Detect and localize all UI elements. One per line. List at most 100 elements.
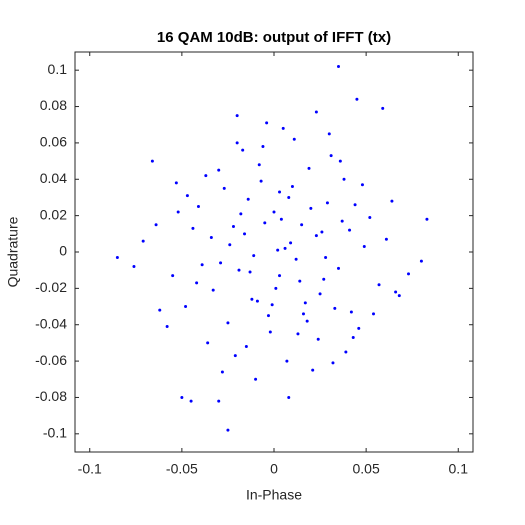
point — [217, 168, 221, 172]
point — [287, 195, 291, 199]
y-tick-label: 0.1 — [48, 61, 68, 77]
plot-area — [74, 51, 474, 453]
point — [270, 303, 274, 307]
point — [289, 241, 293, 245]
point — [231, 225, 235, 229]
x-tick-label: 0 — [270, 461, 278, 477]
x-axis-label: In-Phase — [246, 487, 302, 503]
point — [176, 210, 180, 214]
x-tick-label: 0.05 — [353, 461, 380, 477]
point — [158, 308, 162, 312]
point — [372, 312, 375, 316]
point — [322, 277, 326, 281]
point — [316, 337, 320, 341]
point — [237, 268, 241, 272]
point — [333, 306, 337, 310]
point — [206, 341, 210, 345]
point — [301, 312, 305, 316]
point — [390, 199, 394, 203]
point — [336, 65, 340, 69]
point — [272, 210, 276, 214]
point — [274, 286, 278, 290]
point — [222, 186, 226, 190]
x-tick-label: 0.1 — [449, 461, 469, 477]
point — [165, 325, 169, 329]
y-tick-label: 0 — [59, 243, 67, 259]
point — [191, 226, 195, 230]
point — [115, 255, 119, 259]
y-tick-label: 0.04 — [40, 170, 67, 186]
point — [211, 288, 215, 292]
chart-title: 16 QAM 10dB: output of IFFT (tx) — [157, 29, 391, 46]
y-tick-label: -0.1 — [43, 425, 67, 441]
point — [324, 255, 328, 259]
point — [340, 219, 344, 223]
point — [305, 319, 309, 323]
point — [314, 110, 318, 114]
point — [244, 345, 248, 349]
point — [384, 237, 388, 241]
point — [189, 399, 193, 403]
point — [397, 294, 401, 298]
y-tick-label: -0.04 — [35, 315, 67, 331]
point — [171, 274, 175, 278]
point — [265, 121, 269, 125]
point — [228, 243, 232, 247]
point — [425, 217, 429, 221]
point — [294, 257, 298, 261]
point — [336, 266, 340, 270]
y-axis-label: Quadrature — [5, 216, 21, 287]
point — [268, 330, 272, 334]
point — [209, 235, 213, 239]
point — [325, 201, 329, 205]
y-tick-label: -0.02 — [35, 279, 67, 295]
x-tick-label: -0.05 — [166, 461, 198, 477]
point — [292, 137, 296, 141]
point — [342, 177, 346, 181]
point — [320, 230, 324, 234]
point — [250, 297, 254, 301]
point — [331, 361, 335, 365]
point — [362, 245, 366, 249]
point — [226, 428, 230, 432]
point — [276, 248, 280, 252]
point — [263, 221, 267, 225]
point — [185, 194, 189, 198]
point — [348, 228, 352, 232]
point — [180, 395, 184, 399]
point — [355, 97, 359, 101]
point — [220, 370, 224, 374]
point — [241, 148, 245, 152]
point — [296, 332, 300, 336]
y-tick-label: -0.08 — [35, 388, 67, 404]
point — [300, 223, 304, 227]
point — [141, 239, 145, 243]
point — [349, 310, 353, 314]
point — [307, 166, 311, 170]
y-tick-label: -0.06 — [35, 352, 67, 368]
point — [278, 274, 282, 278]
point — [281, 126, 285, 130]
point — [252, 254, 256, 258]
point — [217, 399, 221, 403]
point — [132, 265, 136, 269]
point — [235, 141, 239, 145]
point — [266, 314, 270, 318]
point — [353, 203, 357, 207]
point — [196, 205, 200, 209]
point — [287, 395, 291, 399]
point — [357, 326, 361, 330]
point — [394, 290, 398, 294]
point — [303, 301, 307, 305]
point — [154, 223, 158, 227]
y-tick-label: 0.06 — [40, 134, 67, 150]
point — [248, 270, 252, 274]
point — [329, 154, 333, 158]
point — [195, 281, 199, 285]
point — [419, 259, 423, 263]
point — [285, 359, 289, 363]
point — [235, 114, 239, 118]
point — [318, 292, 322, 296]
point — [344, 350, 348, 354]
